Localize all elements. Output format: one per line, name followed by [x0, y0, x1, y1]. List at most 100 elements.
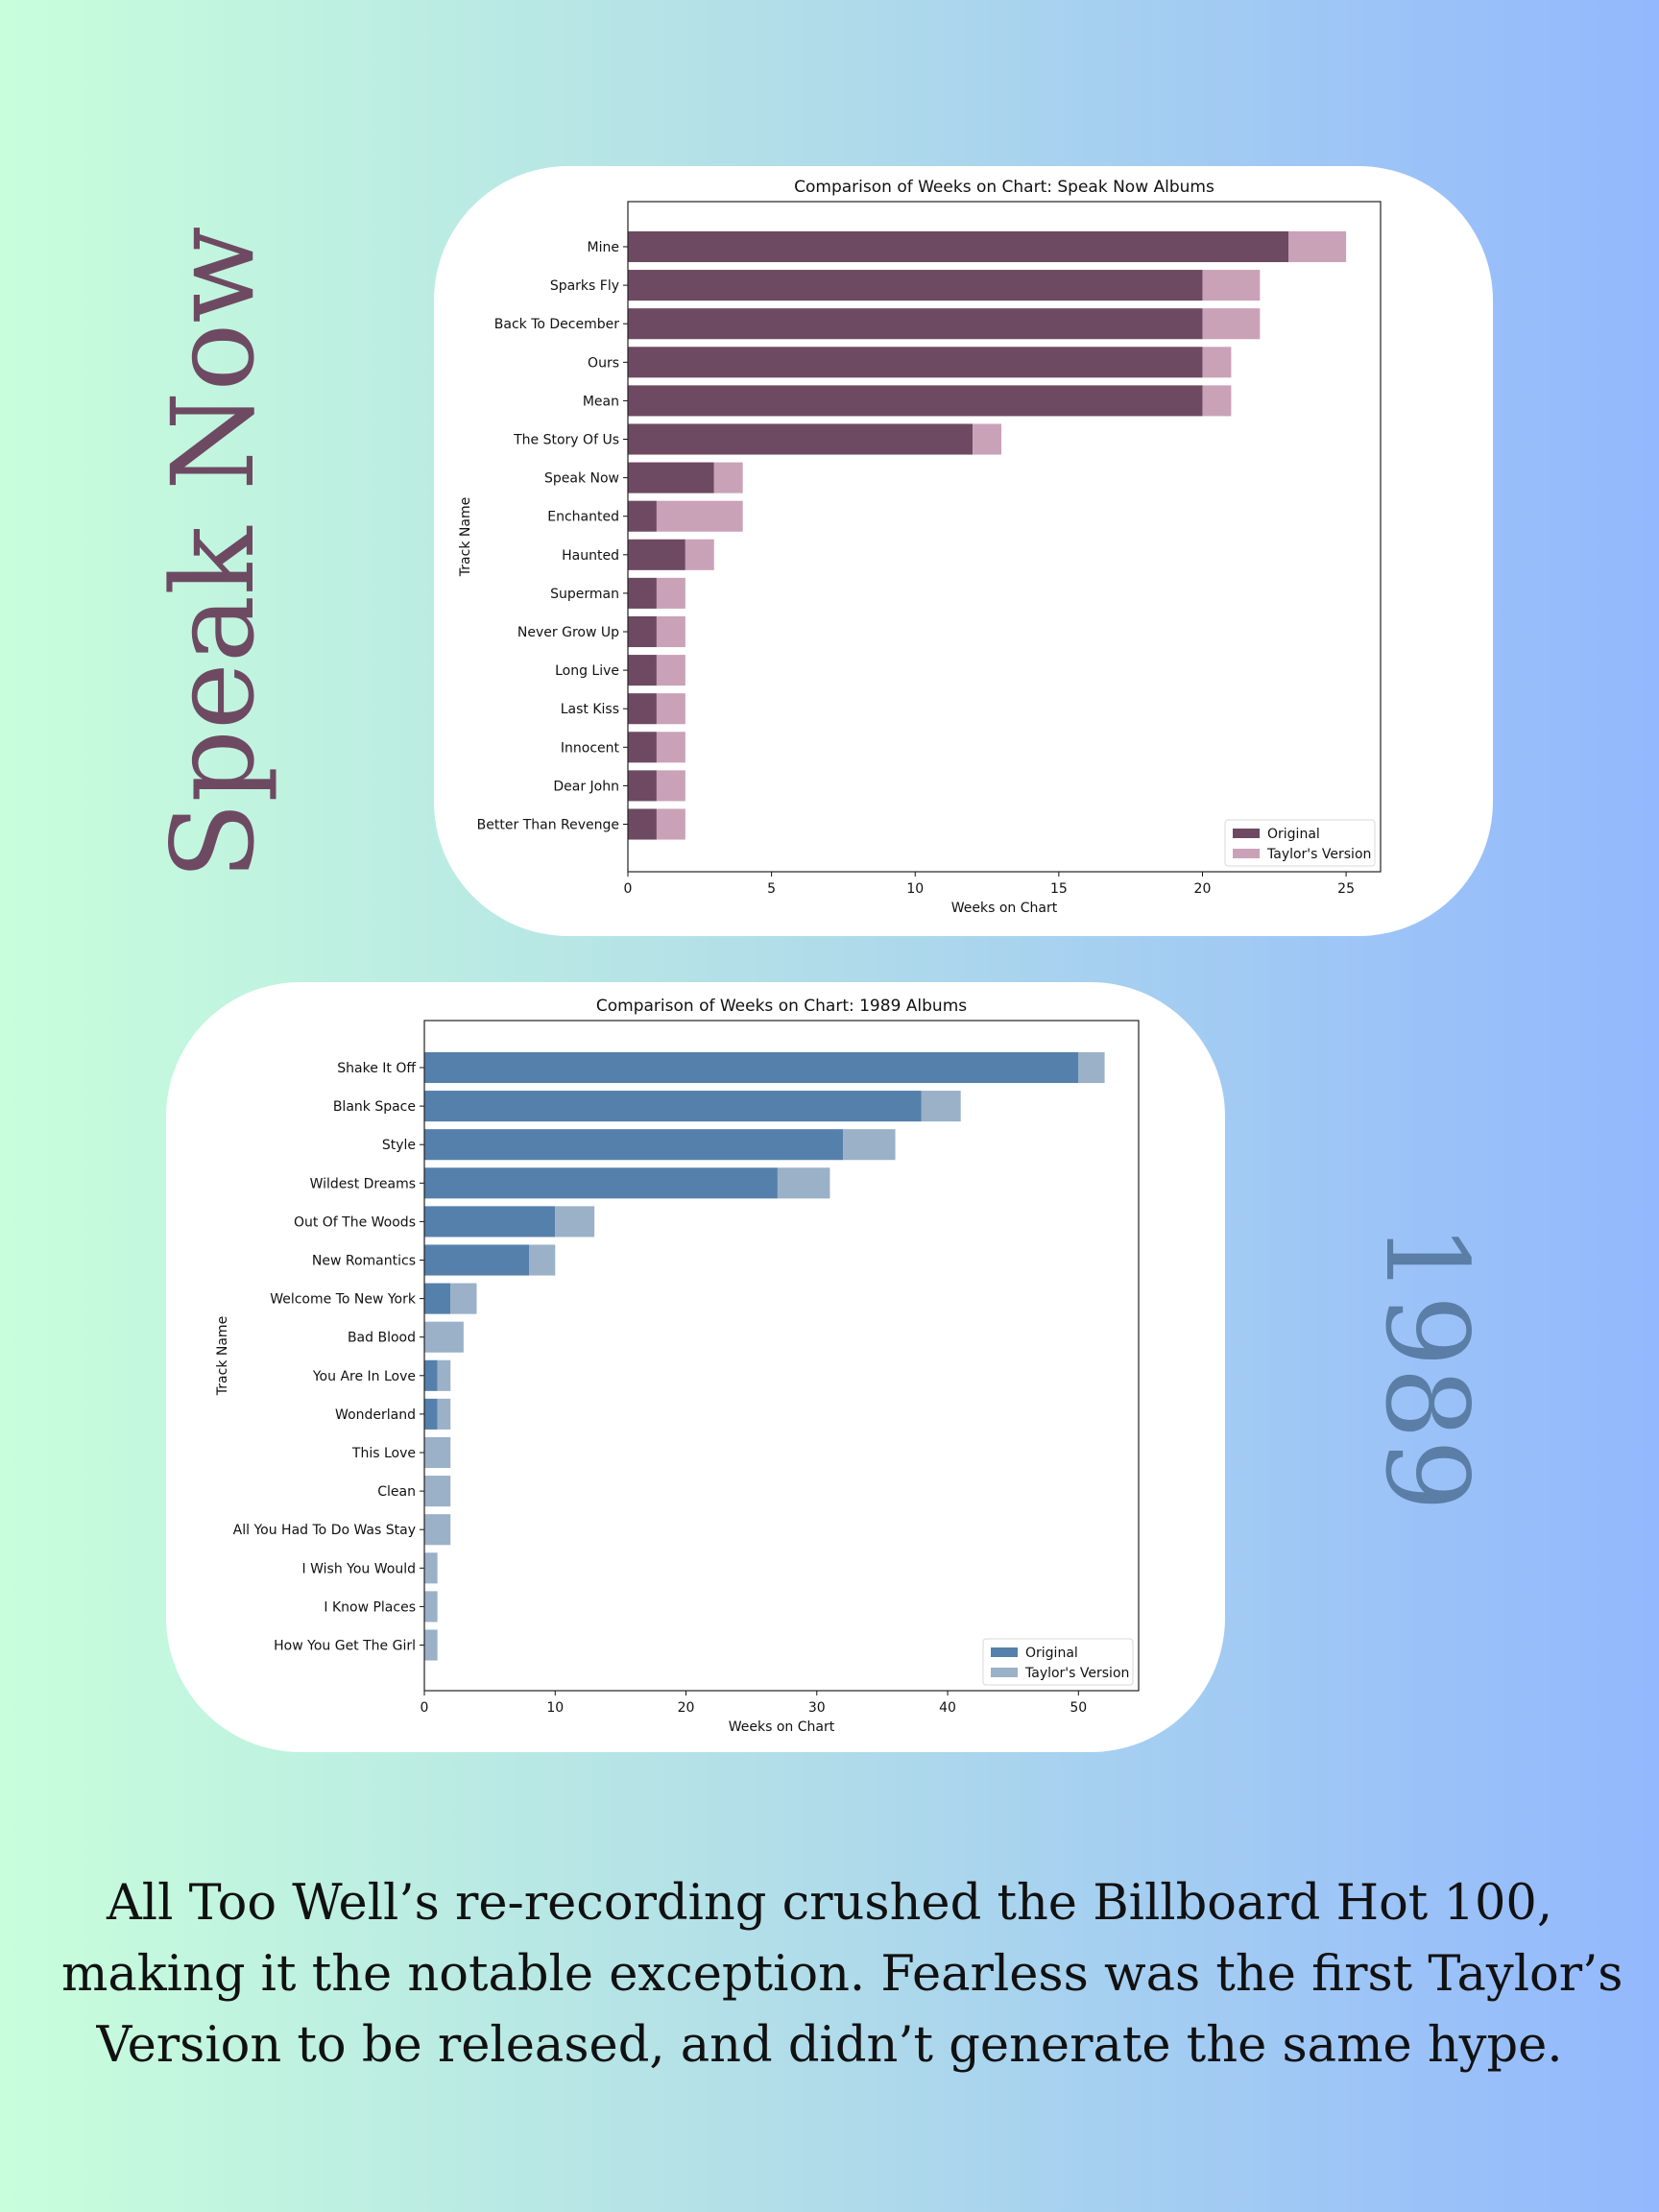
bar-taylors-version: [656, 655, 685, 686]
legend-label: Taylor's Version: [1024, 1666, 1129, 1681]
bar-taylors-version: [656, 500, 743, 532]
bar-original: [628, 693, 657, 725]
bar-taylors-version: [1202, 308, 1261, 340]
y-tick-label: I Know Places: [324, 1599, 416, 1615]
x-tick-label: 15: [1050, 881, 1068, 897]
speak-now-chart: Comparison of Weeks on Chart: Speak Now …: [458, 178, 1382, 916]
bar-taylors-version: [843, 1129, 896, 1161]
y-tick-label: Ours: [588, 355, 619, 371]
bar-taylors-version: [713, 462, 743, 493]
caption-line-1: All Too Well’s re-recording crushed the …: [106, 1875, 1553, 1932]
y-tick-label: Wonderland: [335, 1407, 416, 1423]
legend-label: Taylor's Version: [1266, 847, 1371, 862]
caption-line-3: Version to be released, and didn’t gener…: [96, 2017, 1563, 2074]
bar-original: [424, 1283, 451, 1314]
bar-taylors-version: [973, 423, 1002, 455]
y-tick-label: Mine: [588, 240, 619, 255]
bar-original: [628, 308, 1203, 340]
bar-original: [628, 385, 1203, 417]
bar-taylors-version: [1078, 1051, 1105, 1084]
y-tick-label: Bad Blood: [348, 1331, 416, 1346]
bar-taylors-version: [1202, 347, 1232, 378]
y-axis-label: Track Name: [215, 1316, 230, 1396]
bar-original: [628, 230, 1289, 263]
y-tick-label: I Wish You Would: [302, 1561, 416, 1576]
chart-title: Comparison of Weeks on Chart: Speak Now …: [794, 178, 1214, 197]
bar-taylors-version: [424, 1591, 438, 1623]
x-tick-label: 0: [421, 1700, 429, 1716]
bar-original: [424, 1091, 922, 1122]
bar-taylors-version: [437, 1359, 451, 1391]
y-tick-label: Blank Space: [333, 1099, 416, 1115]
x-tick-label: 30: [808, 1700, 826, 1716]
legend-label: Original: [1267, 827, 1320, 842]
caption-line-2: making it the notable exception. Fearles…: [61, 1946, 1623, 2003]
bar-taylors-version: [424, 1629, 438, 1661]
bar-taylors-version: [424, 1321, 464, 1353]
y-tick-label: Superman: [550, 587, 619, 602]
bar-taylors-version: [656, 732, 685, 763]
bar-taylors-version: [921, 1091, 961, 1122]
y-tick-label: Welcome To New York: [270, 1292, 417, 1308]
bar-taylors-version: [424, 1476, 451, 1507]
bar-original: [628, 347, 1203, 378]
bar-original: [424, 1129, 844, 1161]
bar-original: [628, 732, 657, 763]
bar-taylors-version: [1202, 385, 1232, 417]
bar-taylors-version: [777, 1167, 830, 1199]
album-1989-side-title: 1989: [1360, 1222, 1493, 1512]
bar-taylors-version: [424, 1436, 451, 1469]
speak-now-chart-card: Comparison of Weeks on Chart: Speak Now …: [434, 166, 1493, 936]
y-tick-label: You Are In Love: [312, 1369, 416, 1384]
bar-taylors-version: [656, 770, 685, 802]
bar-original: [628, 655, 657, 686]
bar-original: [424, 1206, 556, 1238]
y-axis-label: Track Name: [458, 497, 473, 577]
album-1989-chart-card: Comparison of Weeks on Chart: 1989 Album…: [166, 982, 1225, 1752]
y-tick-label: Speak Now: [544, 471, 619, 487]
bar-original: [628, 577, 657, 609]
bar-original: [424, 1051, 1079, 1084]
y-tick-label: Haunted: [562, 548, 619, 564]
y-tick-label: Mean: [583, 394, 619, 409]
bar-taylors-version: [656, 615, 685, 648]
bar-original: [424, 1244, 530, 1276]
y-tick-label: Better Than Revenge: [477, 818, 619, 833]
bar-original: [424, 1398, 438, 1430]
x-tick-label: 0: [624, 881, 633, 897]
bar-taylors-version: [656, 693, 685, 725]
bar-original: [628, 770, 657, 802]
x-tick-label: 5: [767, 881, 776, 897]
x-tick-label: 20: [1194, 881, 1212, 897]
x-axis-label: Weeks on Chart: [729, 1719, 835, 1735]
x-tick-label: 40: [939, 1700, 956, 1716]
legend-label: Original: [1025, 1646, 1078, 1661]
y-tick-label: Last Kiss: [561, 702, 619, 717]
bar-original: [628, 270, 1203, 301]
legend-swatch: [1233, 829, 1260, 838]
bar-taylors-version: [437, 1398, 451, 1430]
y-tick-label: This Love: [351, 1446, 416, 1461]
y-tick-label: Style: [382, 1138, 416, 1153]
speak-now-side-title: Speak Now: [147, 226, 279, 880]
y-tick-label: Clean: [377, 1484, 416, 1500]
y-tick-label: How You Get The Girl: [274, 1639, 416, 1654]
y-tick-label: Shake It Off: [337, 1061, 416, 1076]
y-tick-label: Out Of The Woods: [294, 1214, 416, 1230]
y-tick-label: Innocent: [561, 740, 620, 756]
x-tick-label: 10: [546, 1700, 564, 1716]
plot-frame: [627, 201, 1382, 873]
legend-swatch: [991, 1668, 1018, 1677]
legend-box: [982, 1638, 1134, 1686]
bar-original: [628, 808, 657, 840]
y-tick-label: Enchanted: [547, 510, 619, 525]
bar-taylors-version: [685, 539, 714, 570]
bar-taylors-version: [656, 577, 685, 609]
bar-original: [628, 615, 657, 648]
y-tick-label: Never Grow Up: [517, 625, 619, 640]
bar-original: [628, 500, 657, 532]
legend-swatch: [991, 1647, 1018, 1657]
y-tick-label: Dear John: [553, 779, 619, 794]
bar-original: [628, 539, 685, 570]
legend-box: [1224, 819, 1376, 867]
